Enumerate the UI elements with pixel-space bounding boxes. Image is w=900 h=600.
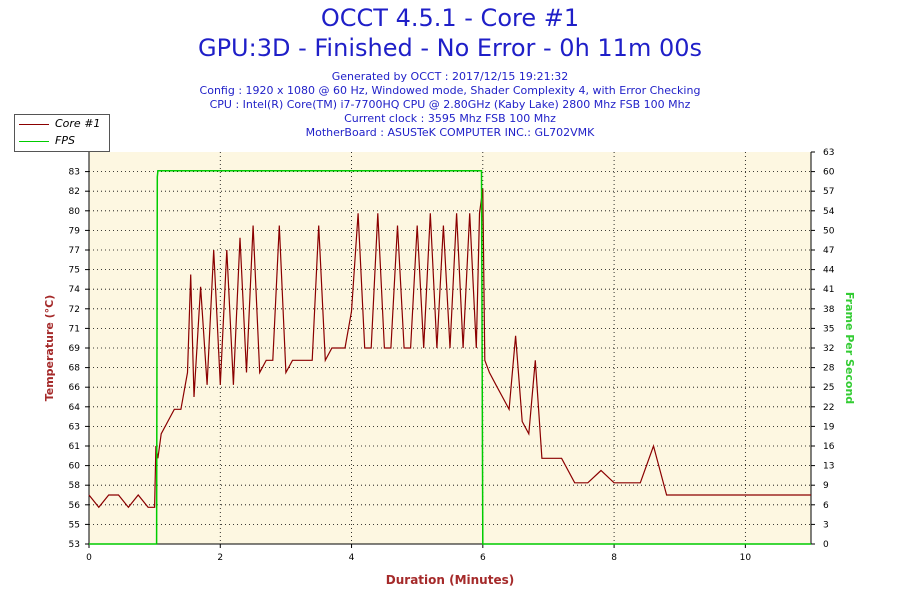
y2-tick-label: 38 — [823, 305, 835, 315]
motherboard-info: MotherBoard : ASUSTeK COMPUTER INC.: GL7… — [305, 126, 595, 139]
legend-swatch-core1 — [19, 123, 49, 125]
y2-axis-label: Frame Per Second — [843, 292, 856, 404]
y-tick-label: 77 — [69, 246, 80, 256]
x-tick-label: 2 — [217, 553, 223, 563]
x-tick-label: 4 — [349, 553, 355, 563]
y2-tick-label: 9 — [823, 481, 829, 491]
y2-tick-label: 54 — [823, 207, 835, 217]
y-tick-label: 83 — [69, 168, 80, 178]
y2-tick-label: 57 — [823, 187, 834, 197]
y-tick-label: 74 — [69, 285, 81, 295]
y-tick-label: 69 — [69, 344, 81, 354]
y2-tick-label: 41 — [823, 285, 834, 295]
legend: Core #1 FPS — [14, 114, 110, 152]
y-tick-label: 56 — [69, 501, 81, 511]
y-tick-label: 80 — [69, 207, 81, 217]
legend-entry-core1: Core #1 — [19, 117, 100, 131]
y2-tick-label: 47 — [823, 246, 834, 256]
clock-info: Current clock : 3595 Mhz FSB 100 Mhz — [344, 112, 556, 125]
generated-info: Generated by OCCT : 2017/12/15 19:21:32 — [331, 70, 569, 83]
y2-tick-label: 6 — [823, 501, 829, 511]
x-tick-label: 8 — [611, 553, 617, 563]
y-tick-label: 75 — [69, 266, 80, 276]
config-info: Config : 1920 x 1080 @ 60 Hz, Windowed m… — [199, 84, 701, 97]
y-tick-label: 82 — [69, 187, 80, 197]
y-tick-label: 53 — [69, 540, 80, 550]
y2-tick-label: 22 — [823, 403, 834, 413]
y2-tick-label: 3 — [823, 520, 829, 530]
y2-tick-label: 60 — [823, 168, 835, 178]
y2-tick-label: 28 — [823, 364, 835, 374]
y2-tick-label: 13 — [823, 462, 834, 472]
y2-tick-label: 50 — [823, 226, 835, 236]
y-tick-label: 66 — [69, 383, 81, 393]
y-axis-label: Temperature (°C) — [43, 295, 56, 402]
y-tick-label: 72 — [69, 305, 80, 315]
chart-title: OCCT 4.5.1 - Core #1 — [320, 4, 580, 32]
y2-tick-label: 16 — [823, 442, 835, 452]
x-axis-label: Duration (Minutes) — [386, 573, 514, 587]
y2-tick-label: 63 — [823, 148, 834, 158]
legend-label-core1: Core #1 — [55, 117, 101, 130]
y-tick-label: 71 — [69, 324, 80, 334]
y2-tick-label: 0 — [823, 540, 829, 550]
y-tick-label: 60 — [69, 462, 81, 472]
y2-tick-label: 44 — [823, 266, 835, 276]
y2-tick-label: 19 — [823, 422, 835, 432]
legend-label-fps: FPS — [55, 134, 75, 147]
y2-tick-label: 25 — [823, 383, 834, 393]
y2-tick-label: 32 — [823, 344, 834, 354]
y-tick-label: 64 — [69, 403, 81, 413]
y-tick-label: 61 — [69, 442, 80, 452]
y-tick-label: 55 — [69, 520, 80, 530]
y-tick-label: 63 — [69, 422, 80, 432]
y-tick-label: 58 — [69, 481, 81, 491]
series-line-fps — [89, 169, 811, 545]
y-tick-label: 68 — [69, 364, 81, 374]
chart-subtitle: GPU:3D - Finished - No Error - 0h 11m 00… — [197, 34, 702, 62]
x-tick-label: 10 — [740, 553, 752, 563]
series-line-core1 — [88, 188, 811, 509]
cpu-info: CPU : Intel(R) Core(TM) i7-7700HQ CPU @ … — [209, 98, 691, 111]
legend-swatch-fps — [19, 140, 49, 142]
x-tick-label: 0 — [86, 553, 92, 563]
legend-entry-fps: FPS — [19, 134, 75, 148]
y2-tick-label: 35 — [823, 324, 834, 334]
x-tick-label: 6 — [480, 553, 486, 563]
y-tick-label: 79 — [69, 226, 81, 236]
